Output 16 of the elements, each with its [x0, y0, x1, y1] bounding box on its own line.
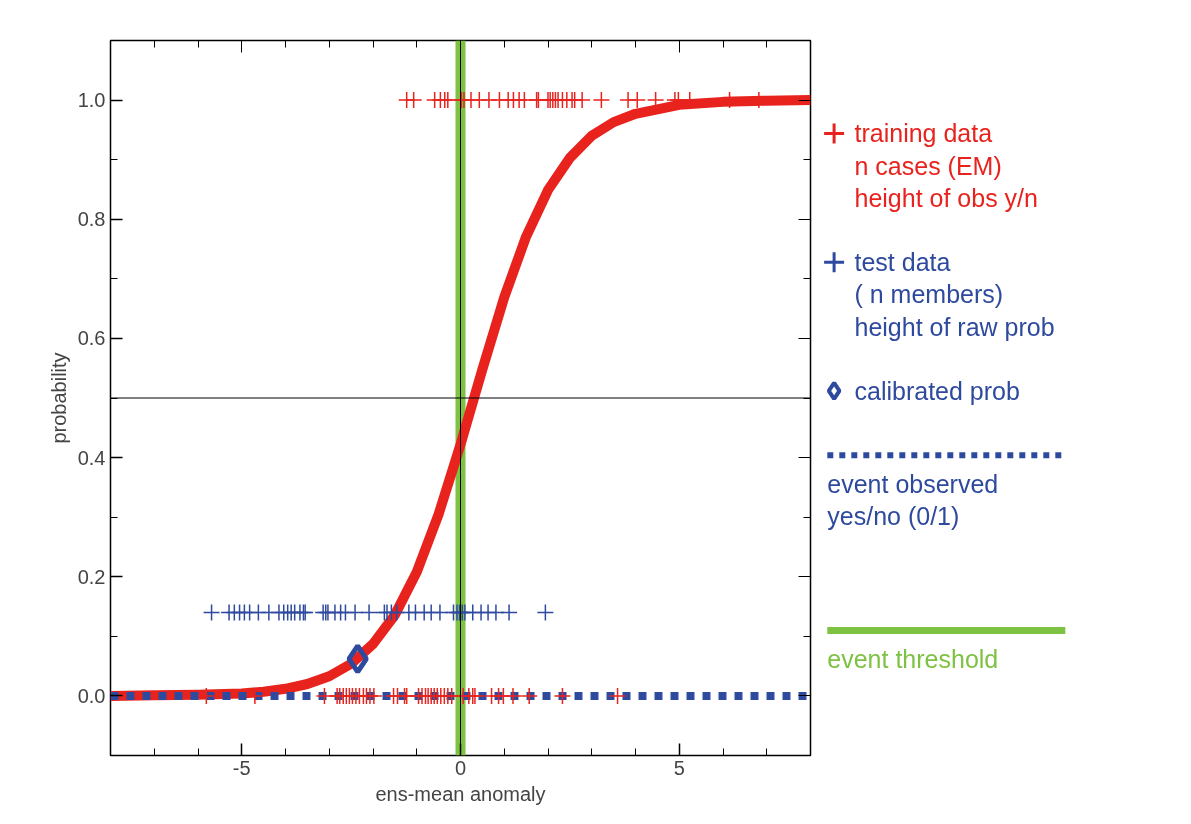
y-tick-label: 0.2 — [77, 565, 106, 588]
y-tick-label: 0.6 — [77, 327, 106, 350]
text: event observed yes/no (0/1) — [827, 469, 999, 530]
x-tick-label: 0 — [454, 756, 467, 779]
y-tick-label: 1.0 — [77, 89, 106, 112]
y-tick-label: 0.4 — [77, 446, 106, 469]
x-axis-title: ens-mean anomaly — [375, 782, 546, 805]
y-axis-title: probability — [47, 352, 70, 444]
ref-line-label: event threshold — [827, 644, 999, 673]
x-tick-label: -5 — [232, 756, 251, 779]
y-tick-label: 0.0 — [77, 684, 106, 707]
x-tick-label: 5 — [673, 756, 685, 779]
legend-label: test data ( n members) height of raw prob — [854, 248, 1055, 341]
y-tick-label: 0.8 — [77, 208, 106, 231]
legend-label: calibrated prob — [854, 376, 1020, 405]
legend-label: training data n cases (EM) height of obs y/n — [854, 119, 1038, 212]
